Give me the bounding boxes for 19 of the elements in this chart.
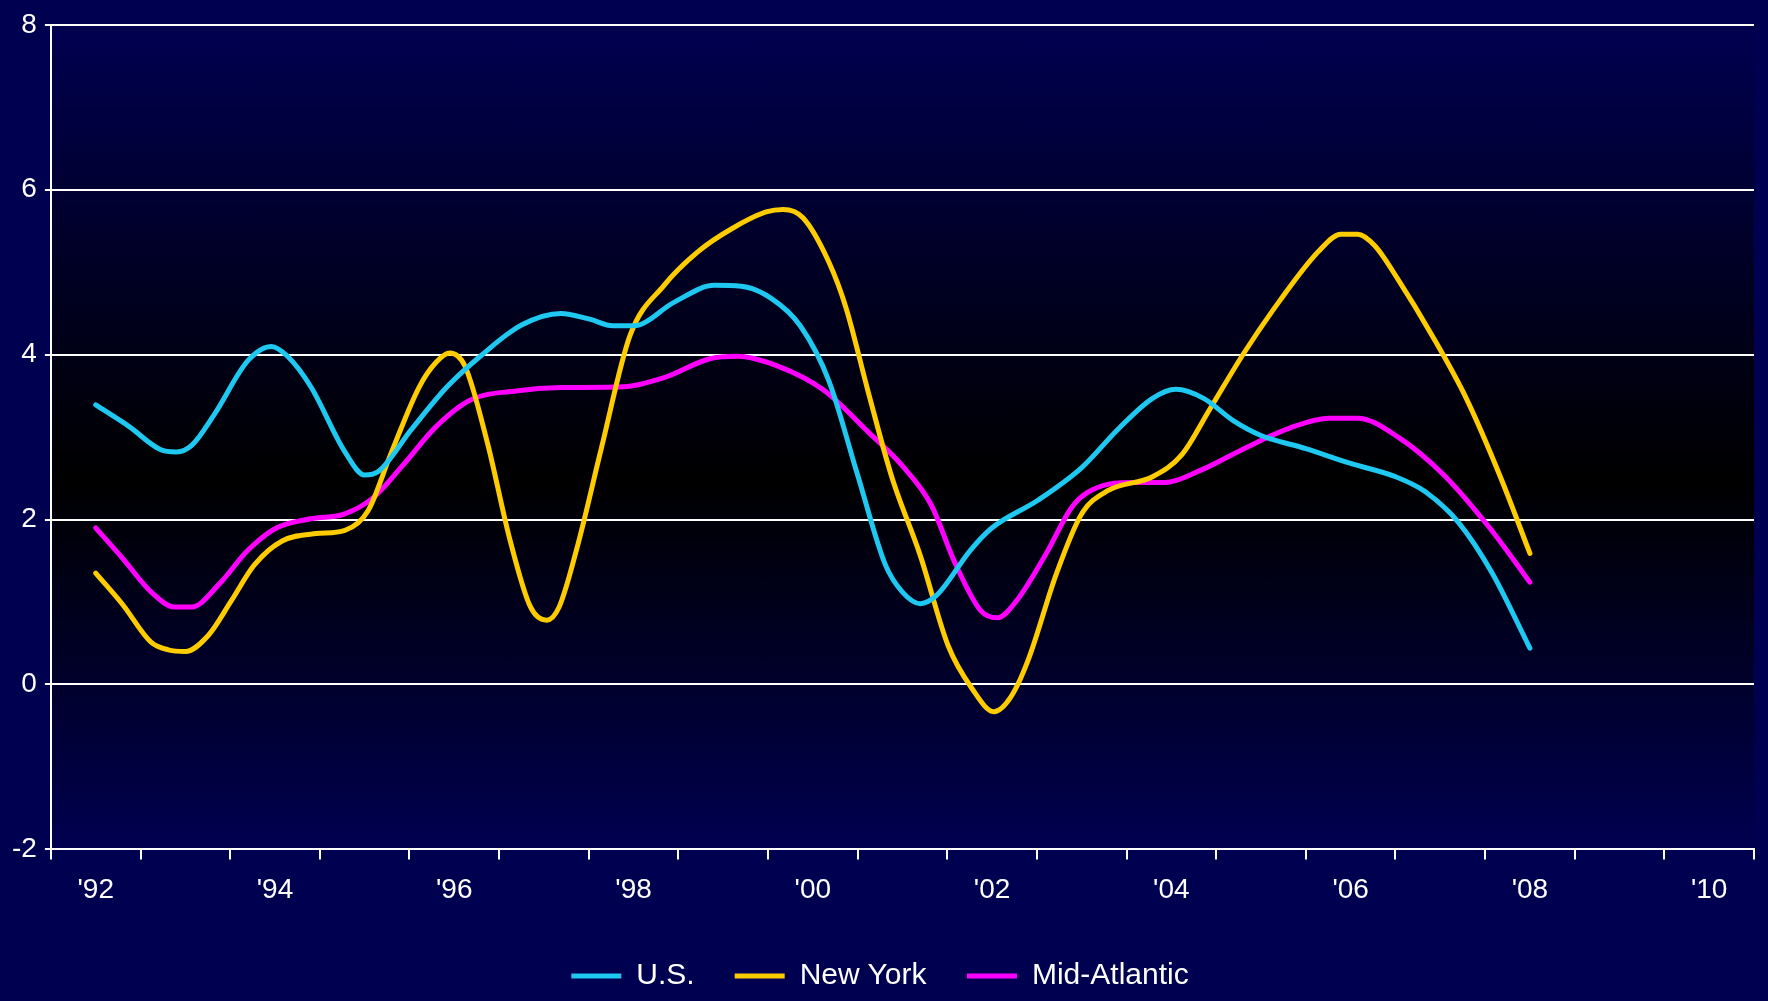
y-tick-label: 2 (21, 502, 37, 534)
x-tick-label: '00 (794, 872, 832, 904)
x-tick-label: '96 (436, 872, 473, 904)
legend-label: Mid-Atlantic (1031, 957, 1189, 991)
x-tick-label: '94 (256, 872, 294, 904)
x-tick-label: '98 (615, 872, 652, 904)
y-tick-label: 0 (21, 667, 37, 699)
y-tick-label: 8 (21, 7, 37, 39)
x-tick-label: '10 (1690, 872, 1728, 904)
x-tick-label: '02 (973, 872, 1011, 904)
legend-label: New York (799, 957, 928, 991)
x-tick-label: '92 (77, 872, 114, 904)
y-tick-label: 4 (21, 337, 37, 369)
x-tick-label: '08 (1511, 872, 1549, 904)
legend-label: U.S. (636, 957, 695, 991)
x-tick-label: '04 (1153, 872, 1190, 904)
y-tick-label: -2 (11, 832, 37, 864)
x-tick-label: '06 (1332, 872, 1369, 904)
y-tick-label: 6 (21, 172, 37, 204)
